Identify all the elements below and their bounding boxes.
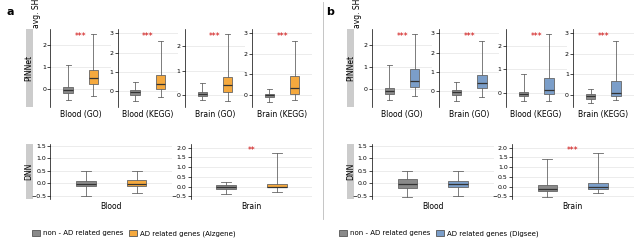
X-axis label: Brain (KEGG): Brain (KEGG) <box>578 110 628 119</box>
PathPatch shape <box>63 87 73 93</box>
PathPatch shape <box>477 75 486 87</box>
X-axis label: Brain: Brain <box>241 202 262 211</box>
Text: DNN: DNN <box>346 163 355 180</box>
Text: **: ** <box>248 146 255 155</box>
Text: PINNet: PINNet <box>25 55 34 81</box>
PathPatch shape <box>76 181 95 186</box>
X-axis label: Blood: Blood <box>100 202 122 211</box>
PathPatch shape <box>89 70 99 84</box>
PathPatch shape <box>198 92 207 96</box>
X-axis label: Blood: Blood <box>422 202 444 211</box>
Text: b: b <box>326 7 334 17</box>
X-axis label: Blood (KEGG): Blood (KEGG) <box>122 110 173 119</box>
Text: PINNet: PINNet <box>346 55 355 81</box>
Text: ***: *** <box>396 32 408 41</box>
X-axis label: Blood (KEGG): Blood (KEGG) <box>511 110 562 119</box>
X-axis label: Brain (GO): Brain (GO) <box>449 110 490 119</box>
X-axis label: Blood (GO): Blood (GO) <box>60 110 102 119</box>
Text: ***: *** <box>75 32 86 41</box>
PathPatch shape <box>588 183 608 189</box>
Text: ***: *** <box>209 32 221 41</box>
Text: ***: *** <box>142 32 154 41</box>
PathPatch shape <box>449 181 468 187</box>
PathPatch shape <box>216 185 236 189</box>
PathPatch shape <box>223 77 232 92</box>
X-axis label: Brain: Brain <box>563 202 583 211</box>
X-axis label: Brain (KEGG): Brain (KEGG) <box>257 110 307 119</box>
PathPatch shape <box>290 76 300 94</box>
PathPatch shape <box>452 90 461 95</box>
Text: avg. SHAP value: avg. SHAP value <box>353 0 362 28</box>
Text: ***: *** <box>531 32 542 41</box>
PathPatch shape <box>519 92 529 96</box>
Text: ***: *** <box>463 32 475 41</box>
PathPatch shape <box>131 90 140 95</box>
PathPatch shape <box>264 94 274 97</box>
PathPatch shape <box>586 94 595 99</box>
PathPatch shape <box>538 185 557 191</box>
Text: ***: *** <box>567 146 579 155</box>
Text: ***: *** <box>597 32 609 41</box>
PathPatch shape <box>397 180 417 188</box>
PathPatch shape <box>611 81 621 96</box>
PathPatch shape <box>127 180 147 186</box>
PathPatch shape <box>156 75 165 88</box>
PathPatch shape <box>410 69 419 87</box>
X-axis label: Brain (GO): Brain (GO) <box>195 110 235 119</box>
Text: a: a <box>6 7 14 17</box>
Legend: non - AD related genes, AD related genes (Alzgene): non - AD related genes, AD related genes… <box>29 227 239 240</box>
Legend: non - AD related genes, AD related genes (Digsee): non - AD related genes, AD related genes… <box>336 227 541 240</box>
PathPatch shape <box>385 88 394 94</box>
Text: avg. SHAP value: avg. SHAP value <box>31 0 40 28</box>
Text: ***: *** <box>276 32 288 41</box>
Text: DNN: DNN <box>25 163 34 180</box>
PathPatch shape <box>544 78 554 94</box>
X-axis label: Blood (GO): Blood (GO) <box>381 110 423 119</box>
PathPatch shape <box>268 184 287 187</box>
